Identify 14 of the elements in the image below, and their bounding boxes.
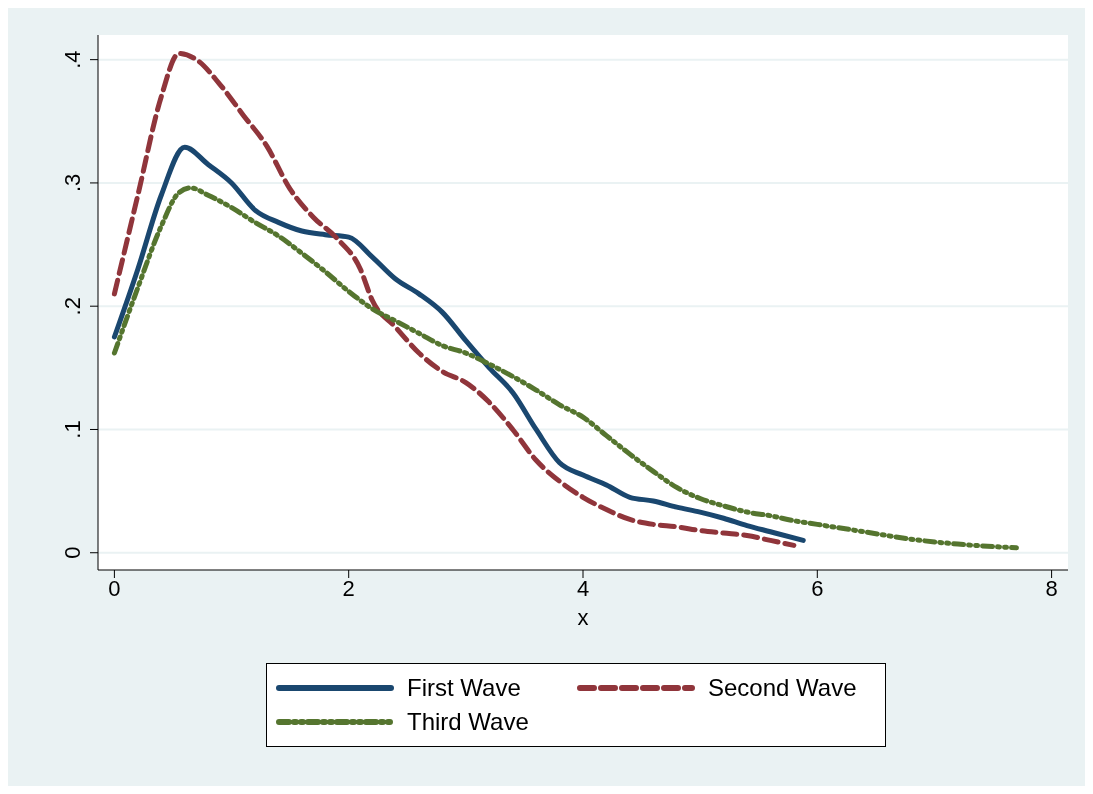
x-axis-title: x [577, 605, 589, 630]
x-tick-label: 8 [1045, 575, 1058, 601]
y-tick-label: .4 [60, 50, 85, 69]
legend-label: First Wave [407, 674, 521, 702]
x-tick-label: 0 [108, 575, 121, 601]
y-tick-label: .3 [60, 173, 85, 193]
x-tick-label: 6 [811, 575, 824, 601]
y-tick-label: 0 [60, 546, 85, 559]
x-tick-label: 2 [342, 575, 355, 601]
x-tick-label: 4 [576, 575, 590, 601]
y-tick-label: .1 [60, 420, 85, 439]
y-tick-label: .2 [60, 297, 85, 316]
legend-label: Third Wave [407, 708, 529, 736]
legend-label: Second Wave [708, 674, 857, 702]
